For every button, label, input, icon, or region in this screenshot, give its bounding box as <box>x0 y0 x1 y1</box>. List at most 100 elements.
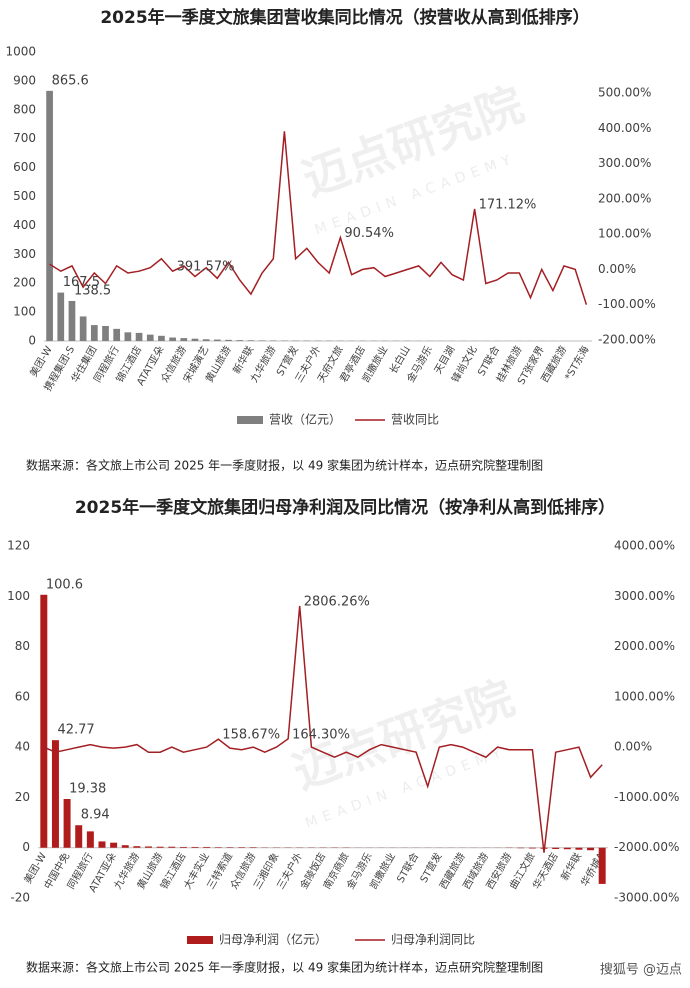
y-tick-label: 20 <box>15 790 30 804</box>
bar <box>587 847 595 851</box>
y2-tick-label: 400.00% <box>598 121 651 135</box>
y-tick-label: 0 <box>28 334 36 348</box>
y2-tick-label: -3000.00% <box>614 891 679 905</box>
chart-title: 2025年一季度文旅集团归母净利润及同比情况（按净利从高到低排序） <box>75 497 615 518</box>
y2-tick-label: 0.00% <box>614 740 652 754</box>
y2-tick-label: 200.00% <box>598 191 651 205</box>
data-label: 2806.26% <box>304 595 370 610</box>
bar <box>79 316 87 341</box>
bar <box>90 325 98 341</box>
x-tick-label: 新华联 <box>230 344 256 376</box>
bar <box>124 332 132 341</box>
y-tick-label: 120 <box>7 539 30 553</box>
bar <box>563 847 571 850</box>
bar <box>213 339 221 341</box>
data-label: 19.38 <box>69 781 106 796</box>
y-tick-label: 800 <box>13 102 36 116</box>
line <box>43 605 603 853</box>
y2-tick-label: 1000.00% <box>614 689 675 703</box>
bar <box>57 292 65 341</box>
bar <box>528 847 536 849</box>
bar <box>236 340 244 341</box>
data-label: 865.6 <box>52 73 89 88</box>
legend-swatch <box>187 936 213 944</box>
bar <box>180 338 188 341</box>
bar <box>598 847 606 884</box>
y-tick-label: 60 <box>15 689 30 703</box>
y2-tick-label: -100.00% <box>598 297 656 311</box>
bar <box>110 842 118 848</box>
bar <box>269 340 277 341</box>
data-label: 171.12% <box>479 198 537 213</box>
bar <box>113 328 121 341</box>
y-tick-label: 100 <box>13 305 36 319</box>
y-tick-label: 400 <box>13 218 36 232</box>
legend-swatch <box>237 416 263 424</box>
bar <box>98 841 106 848</box>
bar <box>75 825 83 848</box>
y2-tick-label: 0.00% <box>598 262 636 276</box>
data-label: 100.6 <box>46 577 83 592</box>
bar <box>63 798 71 848</box>
y-tick-label: 500 <box>13 189 36 203</box>
bar <box>146 334 154 341</box>
bar <box>258 340 266 341</box>
y-tick-label: -20 <box>10 891 30 905</box>
bar <box>169 337 176 341</box>
data-label: 158.67% <box>222 728 280 743</box>
x-tick-label: 天目湖 <box>432 344 457 376</box>
bar <box>179 846 187 848</box>
chart-title: 2025年一季度文旅集团营收集同比情况（按营收从高到低排序） <box>100 7 589 28</box>
bar <box>68 300 76 341</box>
y2-tick-label: 2000.00% <box>614 639 675 653</box>
bar <box>226 847 234 848</box>
x-tick-label: 长白山 <box>386 344 412 376</box>
bar <box>225 339 232 341</box>
x-tick-label: ST联合 <box>394 850 421 885</box>
bar <box>86 831 94 848</box>
bar <box>517 847 525 849</box>
y2-tick-label: -2000.00% <box>614 840 679 854</box>
bar <box>552 847 560 849</box>
source-note: 数据来源：各文旅上市公司 2025 年一季度财报，以 49 家集团为统计样本，迈… <box>26 960 543 975</box>
y-tick-label: 40 <box>15 740 30 754</box>
y-tick-label: 1000 <box>5 45 36 59</box>
bar <box>40 594 48 848</box>
legend-label: 营收同比 <box>391 413 439 427</box>
y2-tick-label: 300.00% <box>598 156 651 170</box>
data-label: 90.54% <box>344 226 394 241</box>
data-label: 8.94 <box>81 808 110 823</box>
y-tick-label: 100 <box>7 589 30 603</box>
y-tick-label: 600 <box>13 160 36 174</box>
data-label: 391.57% <box>177 260 235 275</box>
data-label: 42.77 <box>57 723 94 738</box>
legend-label: 营收（亿元） <box>269 412 341 427</box>
y-tick-label: 700 <box>13 131 36 145</box>
y2-tick-label: 100.00% <box>598 227 651 241</box>
bar <box>249 847 257 848</box>
bar <box>156 846 164 848</box>
x-tick-label: ST营发 <box>417 850 444 885</box>
bar <box>214 847 222 848</box>
y2-tick-label: -200.00% <box>598 333 656 347</box>
bar <box>51 740 59 848</box>
bar <box>575 847 583 850</box>
data-label: 164.30% <box>292 727 350 742</box>
bar <box>102 325 109 341</box>
legend-label: 归母净利润（亿元） <box>219 932 327 947</box>
bar <box>247 340 255 341</box>
bar <box>46 90 53 341</box>
y2-tick-label: 500.00% <box>598 86 651 100</box>
bar <box>191 846 199 848</box>
data-label: 138.5 <box>74 283 111 298</box>
bar <box>135 332 143 341</box>
y2-tick-label: 3000.00% <box>614 589 675 603</box>
bar <box>203 846 211 848</box>
y-tick-label: 80 <box>15 639 30 653</box>
y2-tick-label: -1000.00% <box>614 790 679 804</box>
line <box>49 131 588 305</box>
bar <box>202 339 210 341</box>
x-tick-label: 新华联 <box>558 850 584 882</box>
source-note: 数据来源：各文旅上市公司 2025 年一季度财报，以 49 家集团为统计样本，迈… <box>26 458 543 473</box>
